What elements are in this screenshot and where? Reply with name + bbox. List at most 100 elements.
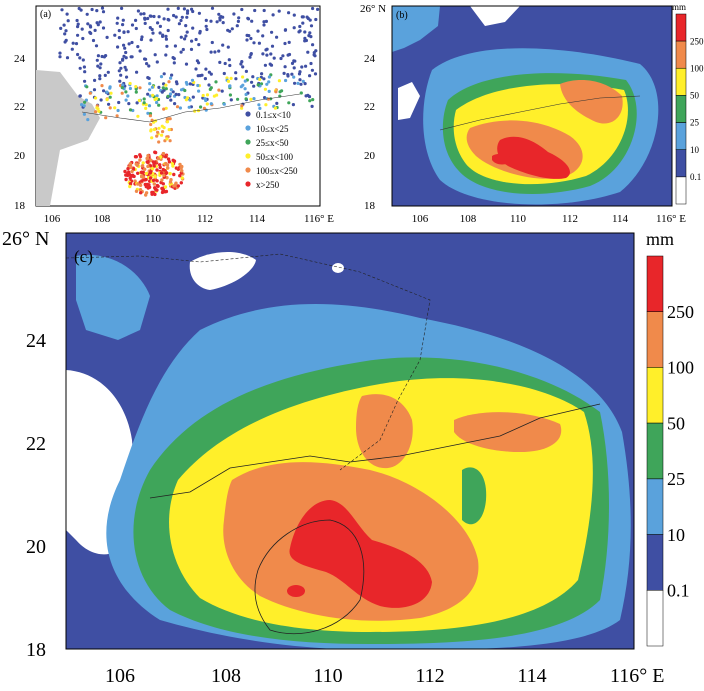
station-dot <box>292 75 296 79</box>
station-dot <box>292 13 296 17</box>
station-dot <box>122 30 126 34</box>
station-dot <box>189 47 194 52</box>
station-dot <box>62 23 66 27</box>
station-dot <box>177 93 181 97</box>
station-dot <box>234 71 238 75</box>
station-dot <box>130 169 134 174</box>
station-dot <box>98 74 102 78</box>
station-dot <box>78 56 82 60</box>
panel-c-province-border <box>66 253 431 471</box>
station-dot <box>185 82 189 86</box>
station-dot <box>204 67 208 71</box>
station-dot <box>98 66 102 70</box>
colorbar-tick: 50 <box>690 91 700 101</box>
station-dot <box>283 41 287 46</box>
station-dot <box>141 175 146 179</box>
station-dot <box>161 167 165 172</box>
station-dot <box>150 85 154 89</box>
station-dot <box>279 56 283 61</box>
station-dot <box>185 11 190 15</box>
station-dot <box>134 87 138 91</box>
station-dot <box>245 33 249 38</box>
station-dot <box>117 100 121 105</box>
panel-c-ytick-22: 22 <box>26 433 46 455</box>
panel-b-xtick-110: 110 <box>510 213 527 225</box>
station-dot <box>292 26 296 30</box>
station-dot <box>170 73 174 77</box>
station-dot <box>158 165 162 170</box>
station-dot <box>80 27 84 31</box>
panel-b-xtick-108: 108 <box>460 213 477 225</box>
station-dot <box>153 53 157 57</box>
station-dot <box>223 61 227 66</box>
station-dot <box>178 174 182 178</box>
panel-c-map <box>66 251 631 649</box>
station-dot <box>155 100 159 105</box>
station-dot <box>96 107 100 111</box>
station-dot <box>148 179 152 183</box>
station-dot <box>166 28 170 33</box>
station-dot <box>174 166 179 170</box>
panel-a-ytick-24: 24 <box>14 53 26 65</box>
station-dot <box>128 182 133 186</box>
station-dot <box>174 92 178 96</box>
panel-a-xtick-116: 116° E <box>304 213 334 225</box>
station-dot <box>89 31 93 35</box>
station-dot <box>197 61 201 65</box>
station-dot <box>246 17 251 21</box>
panel-c-ytick-20: 20 <box>26 536 46 558</box>
station-dot <box>169 178 173 182</box>
station-dot <box>158 31 162 35</box>
station-dot <box>191 26 195 30</box>
station-dot <box>106 70 110 74</box>
station-dot <box>128 173 133 178</box>
station-dot <box>197 89 201 93</box>
station-dot <box>306 16 310 21</box>
station-dot <box>119 73 123 77</box>
station-dot <box>93 28 97 32</box>
station-dot <box>161 33 165 37</box>
station-dot <box>117 36 121 40</box>
station-dot <box>128 176 132 180</box>
colorbar-segment <box>675 95 687 123</box>
station-dot <box>164 161 168 166</box>
station-dot <box>164 171 169 175</box>
station-dot <box>98 20 102 24</box>
legend-marker <box>245 125 251 131</box>
station-dot <box>140 35 144 39</box>
colorbar-segment <box>646 590 664 647</box>
station-dot <box>95 9 99 13</box>
station-dot <box>308 31 312 35</box>
station-dot <box>256 29 260 33</box>
station-dot <box>139 37 144 42</box>
station-dot <box>105 90 109 94</box>
station-dot <box>303 39 307 43</box>
colorbar-tick: 250 <box>667 302 694 322</box>
station-dot <box>281 54 285 58</box>
station-dot <box>144 177 148 182</box>
station-dot <box>92 88 97 92</box>
station-dot <box>244 97 248 101</box>
station-dot <box>236 97 240 101</box>
panel-b-white-left <box>398 82 420 120</box>
station-dot <box>165 120 170 124</box>
station-dot <box>234 77 238 81</box>
station-dot <box>130 40 134 45</box>
legend-label: 0.1≤x<10 <box>256 110 291 120</box>
station-dot <box>267 75 271 79</box>
station-dot <box>263 63 267 67</box>
station-dot <box>151 178 156 183</box>
station-dot <box>116 45 120 49</box>
panel-c-frame <box>65 232 635 650</box>
station-dot <box>149 122 153 127</box>
station-dot <box>155 134 159 138</box>
station-dot <box>271 13 275 17</box>
station-dot <box>124 50 128 55</box>
panel-c: (c) 26° N 24 22 20 18 106 108 110 112 11… <box>2 228 694 687</box>
station-dot <box>102 89 106 93</box>
station-dot <box>113 33 117 37</box>
station-dot <box>164 189 169 194</box>
station-dot <box>190 39 194 43</box>
station-dot <box>158 24 162 28</box>
